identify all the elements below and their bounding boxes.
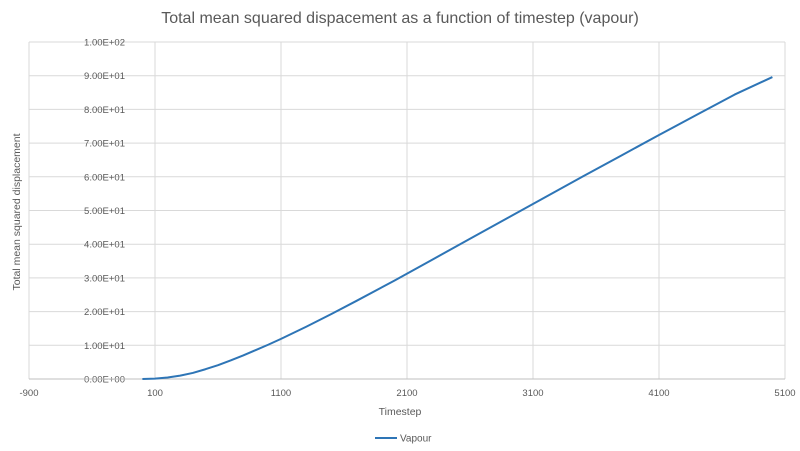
x-tick-label: 5100 — [774, 388, 795, 399]
y-tick-label: 9.00E+01 — [84, 71, 125, 82]
x-axis-title: Timestep — [379, 406, 422, 418]
y-tick-label: 3.00E+01 — [84, 273, 125, 284]
x-tick-label: 3100 — [522, 388, 543, 399]
legend-label-vapour: Vapour — [400, 434, 432, 445]
x-tick-label: 4100 — [648, 388, 669, 399]
y-tick-label: 7.00E+01 — [84, 139, 125, 150]
x-tick-labels: -900 100 1100 2100 3100 4100 5100 — [19, 388, 795, 399]
series-line-vapour — [142, 76, 773, 380]
y-tick-label: 4.00E+01 — [84, 240, 125, 251]
y-axis-title: Total mean squared displacement — [11, 133, 23, 290]
x-tick-label: 2100 — [396, 388, 417, 399]
series-layer — [142, 76, 773, 380]
x-gridlines — [28, 42, 786, 379]
y-tick-label: 6.00E+01 — [84, 172, 125, 183]
chart-title: Total mean squared dispacement as a func… — [161, 10, 639, 27]
y-tick-labels: 0.00E+00 1.00E+01 2.00E+01 3.00E+01 4.00E+01… — [84, 38, 125, 386]
y-tick-label: 0.00E+00 — [84, 375, 125, 386]
y-tick-label: 5.00E+01 — [84, 206, 125, 217]
x-tick-label: 1100 — [271, 388, 291, 399]
legend: Vapour — [375, 434, 432, 445]
y-tick-label: 2.00E+01 — [84, 307, 125, 318]
y-tick-label: 1.00E+02 — [84, 38, 125, 49]
y-tick-label: 8.00E+01 — [84, 105, 125, 116]
x-tick-label: -900 — [19, 388, 38, 399]
y-tick-label: 1.00E+01 — [84, 341, 125, 352]
x-tick-label: 100 — [147, 388, 163, 399]
